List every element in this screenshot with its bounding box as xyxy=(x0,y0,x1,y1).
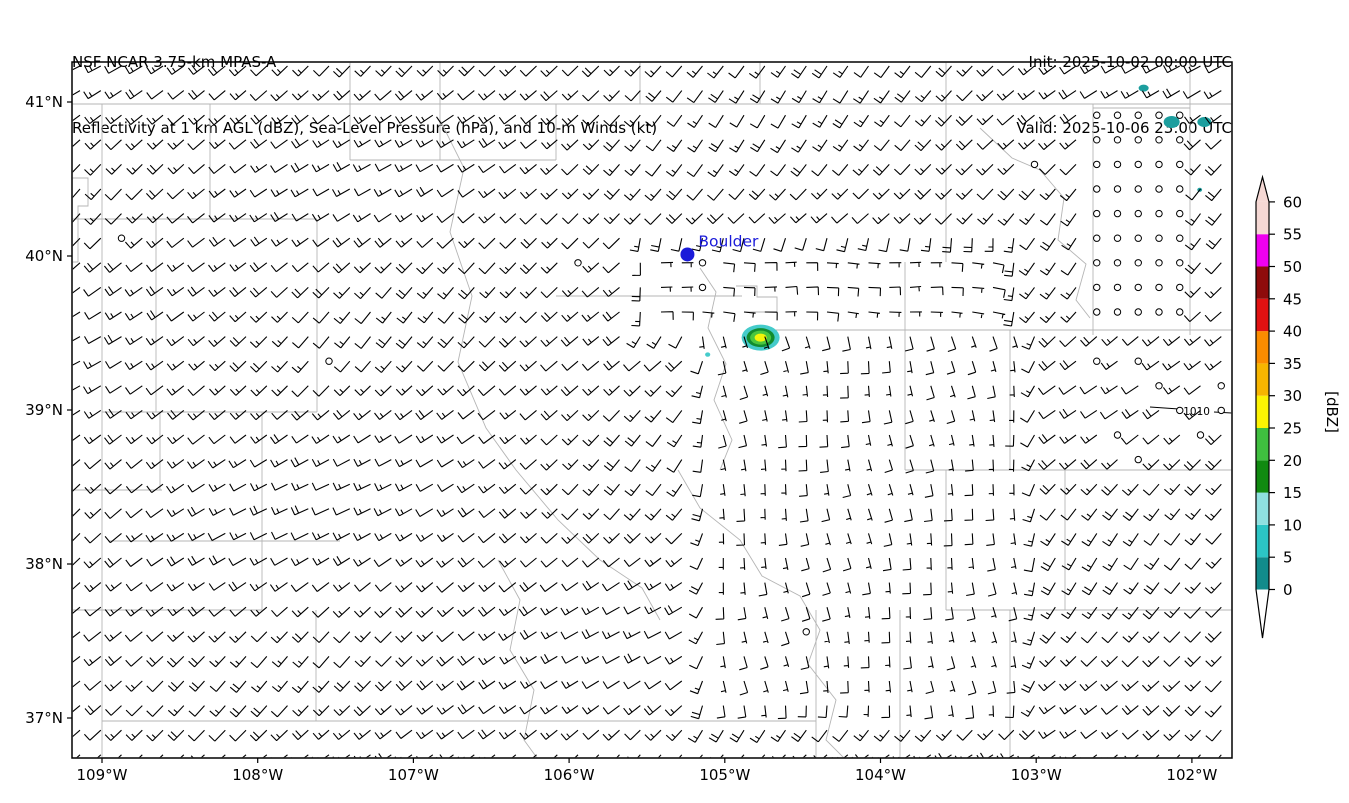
colorbar-tick-label: 25 xyxy=(1283,420,1302,438)
colorbar-tick-label: 10 xyxy=(1283,516,1302,534)
reflectivity-cells xyxy=(705,84,1212,357)
wind-barbs xyxy=(72,64,1222,758)
colorbar-band xyxy=(1256,557,1269,590)
colorbar-tick-label: 40 xyxy=(1283,323,1302,341)
x-tick-label: 107°W xyxy=(388,766,439,784)
colorbar-tick-label: 35 xyxy=(1283,355,1302,373)
colorbar-axis-label: [dBZ] xyxy=(1323,391,1341,433)
colorbar-tick-label: 0 xyxy=(1283,581,1293,599)
axes: 109°W 108°W 107°W 106°W 105°W 104°W 103°W 102°W… xyxy=(25,93,1217,784)
slp-contour: 1010 xyxy=(1149,406,1232,418)
reflectivity-cell xyxy=(1163,116,1180,129)
reflectivity-cell xyxy=(1197,117,1212,128)
y-tick-label: 40°N xyxy=(25,247,63,265)
colorbar-band xyxy=(1256,298,1269,332)
y-tick-label: 39°N xyxy=(25,401,63,419)
colorbar-band xyxy=(1256,460,1269,493)
calm-wind-circles xyxy=(117,111,1225,636)
colorbar-band xyxy=(1256,331,1269,364)
city-marker-group: Boulder xyxy=(680,232,759,262)
county-borders xyxy=(72,62,1232,758)
x-tick-label: 104°W xyxy=(855,766,906,784)
x-tick-label: 109°W xyxy=(77,766,128,784)
x-tick-label: 106°W xyxy=(544,766,595,784)
map-border xyxy=(71,61,1233,759)
colorbar-band xyxy=(1256,524,1269,558)
colorbar-tick-label: 50 xyxy=(1283,258,1302,276)
colorbar-tick-label: 55 xyxy=(1283,226,1302,244)
y-tick-label: 38°N xyxy=(25,555,63,573)
colorbar-band xyxy=(1256,363,1269,396)
x-tick-label: 102°W xyxy=(1166,766,1217,784)
colorbar-tick-label: 60 xyxy=(1283,193,1302,211)
colorbar-tick-label: 20 xyxy=(1283,452,1302,470)
reflectivity-cell xyxy=(1138,84,1149,92)
colorbar-tick-label: 45 xyxy=(1283,290,1302,308)
colorbar-band xyxy=(1256,234,1269,267)
colorbar-band xyxy=(1256,492,1269,525)
reflectivity-cell xyxy=(705,352,711,357)
x-tick-label: 103°W xyxy=(1011,766,1062,784)
y-tick-label: 41°N xyxy=(25,93,63,111)
colorbar-band xyxy=(1256,428,1269,461)
colorbar-under-arrow xyxy=(1256,589,1269,638)
colorbar-tick-label: 5 xyxy=(1283,549,1293,567)
colorbar: 0 5 10 15 20 25 30 35 40 45 50 55 60 [dBZ] xyxy=(1255,174,1341,639)
colorbar-tick-label: 30 xyxy=(1283,387,1302,405)
y-tick-label: 37°N xyxy=(25,709,63,727)
colorbar-band xyxy=(1256,266,1269,299)
boulder-label: Boulder xyxy=(698,232,759,250)
colorbar-tick-label: 15 xyxy=(1283,484,1302,502)
x-tick-label: 108°W xyxy=(232,766,283,784)
slp-contour-label: 1010 xyxy=(1183,406,1210,418)
colorbar-over-arrow xyxy=(1256,177,1269,202)
colorbar-band xyxy=(1256,395,1269,428)
reflectivity-cell xyxy=(754,333,767,342)
x-tick-label: 105°W xyxy=(699,766,750,784)
boulder-marker-dot xyxy=(680,247,695,262)
map-area: 1010 Boulder xyxy=(72,62,1232,758)
colorbar-band xyxy=(1256,201,1269,235)
